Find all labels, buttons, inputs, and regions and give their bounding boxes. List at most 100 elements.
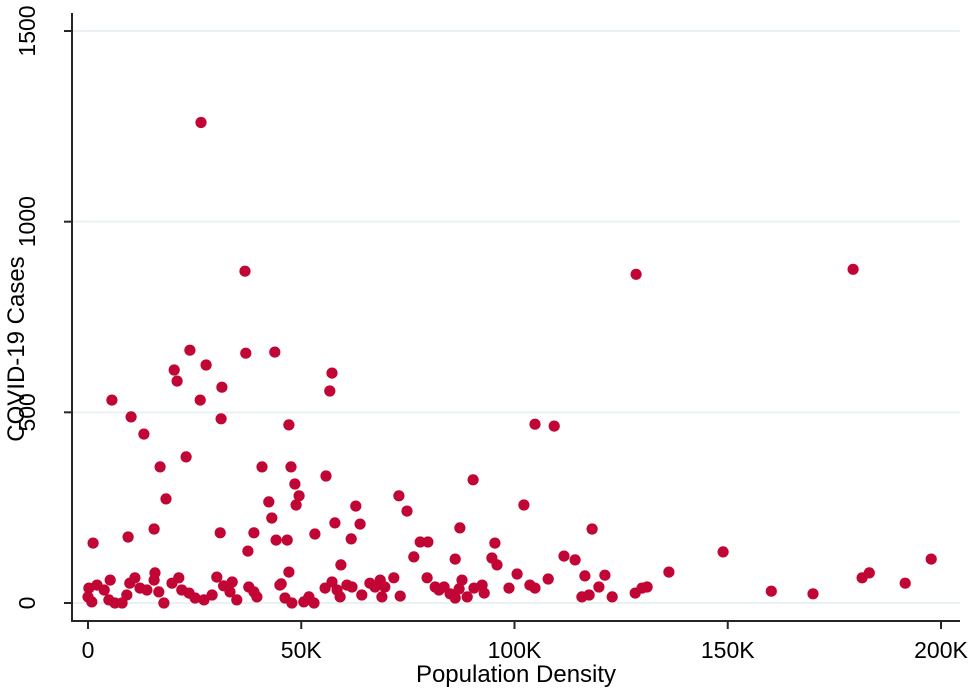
- data-point: [529, 582, 541, 594]
- x-tick-label: 150K: [701, 637, 755, 663]
- data-point: [335, 559, 347, 571]
- data-point: [579, 570, 591, 582]
- data-point: [106, 394, 118, 406]
- data-point: [717, 546, 729, 558]
- data-point: [224, 586, 236, 598]
- data-point: [239, 265, 251, 277]
- data-point: [168, 364, 180, 376]
- data-point: [171, 375, 183, 387]
- data-point: [518, 499, 530, 511]
- x-axis-title: Population Density: [415, 661, 617, 688]
- data-point: [326, 576, 338, 588]
- data-point: [194, 394, 206, 406]
- data-point: [184, 344, 196, 356]
- data-point: [200, 359, 212, 371]
- data-point: [356, 589, 368, 601]
- data-point: [158, 597, 170, 609]
- data-point: [211, 571, 223, 583]
- data-point: [293, 490, 305, 502]
- data-point: [173, 572, 185, 584]
- data-point: [421, 572, 433, 584]
- data-point: [286, 597, 298, 609]
- data-point: [125, 411, 137, 423]
- data-point: [266, 512, 278, 524]
- data-point: [453, 583, 465, 595]
- data-point: [87, 537, 99, 549]
- x-tick-label: 50K: [281, 637, 323, 663]
- data-point: [148, 523, 160, 535]
- data-point: [663, 566, 675, 578]
- data-point: [478, 587, 490, 599]
- data-point: [98, 584, 110, 596]
- data-point: [231, 594, 243, 606]
- data-point: [456, 574, 468, 586]
- data-point: [138, 428, 150, 440]
- data-point: [569, 554, 581, 566]
- data-point: [216, 381, 228, 393]
- data-point: [248, 527, 260, 539]
- data-point: [189, 592, 201, 604]
- data-point: [765, 585, 777, 597]
- data-point: [586, 523, 598, 535]
- data-point: [449, 592, 461, 604]
- x-tick-label: 100K: [488, 637, 542, 663]
- data-point: [198, 594, 210, 606]
- data-point: [606, 591, 618, 603]
- data-point: [393, 490, 405, 502]
- data-point: [449, 553, 461, 565]
- data-point: [290, 499, 302, 511]
- data-point: [394, 590, 406, 602]
- data-point: [489, 537, 501, 549]
- data-point: [309, 528, 321, 540]
- data-point: [345, 533, 357, 545]
- data-point: [408, 551, 420, 563]
- x-tick-label: 0: [82, 637, 95, 663]
- data-point: [925, 553, 937, 565]
- data-point: [354, 518, 366, 530]
- y-tick-label: 0: [14, 597, 40, 610]
- data-point: [283, 566, 295, 578]
- data-point: [121, 589, 133, 601]
- data-point: [346, 581, 358, 593]
- data-point: [242, 545, 254, 557]
- data-point: [583, 589, 595, 601]
- data-point: [641, 581, 653, 593]
- data-point: [630, 268, 642, 280]
- data-point: [281, 534, 293, 546]
- data-point: [285, 461, 297, 473]
- data-point: [542, 573, 554, 585]
- data-point: [511, 568, 523, 580]
- data-point: [503, 582, 515, 594]
- data-point: [180, 451, 192, 463]
- data-point: [422, 536, 434, 548]
- data-point: [807, 588, 819, 600]
- data-point: [593, 581, 605, 593]
- x-tick-label: 200K: [914, 637, 968, 663]
- data-point: [86, 596, 98, 608]
- data-point: [129, 572, 141, 584]
- data-point: [558, 550, 570, 562]
- data-point: [467, 474, 479, 486]
- data-point: [269, 346, 281, 358]
- data-point: [104, 574, 116, 586]
- data-point: [226, 576, 238, 588]
- data-point: [251, 591, 263, 603]
- data-point: [461, 591, 473, 603]
- data-point: [388, 572, 400, 584]
- data-point: [379, 581, 391, 593]
- data-point: [270, 534, 282, 546]
- data-point: [329, 517, 341, 529]
- data-point: [154, 461, 166, 473]
- data-point: [153, 586, 165, 598]
- data-point: [263, 496, 275, 508]
- data-point: [283, 419, 295, 431]
- y-tick-label: 1500: [14, 5, 40, 56]
- data-point: [324, 385, 336, 397]
- data-point: [215, 413, 227, 425]
- data-point: [122, 531, 134, 543]
- data-point: [256, 461, 268, 473]
- data-point: [206, 589, 218, 601]
- data-point: [320, 470, 332, 482]
